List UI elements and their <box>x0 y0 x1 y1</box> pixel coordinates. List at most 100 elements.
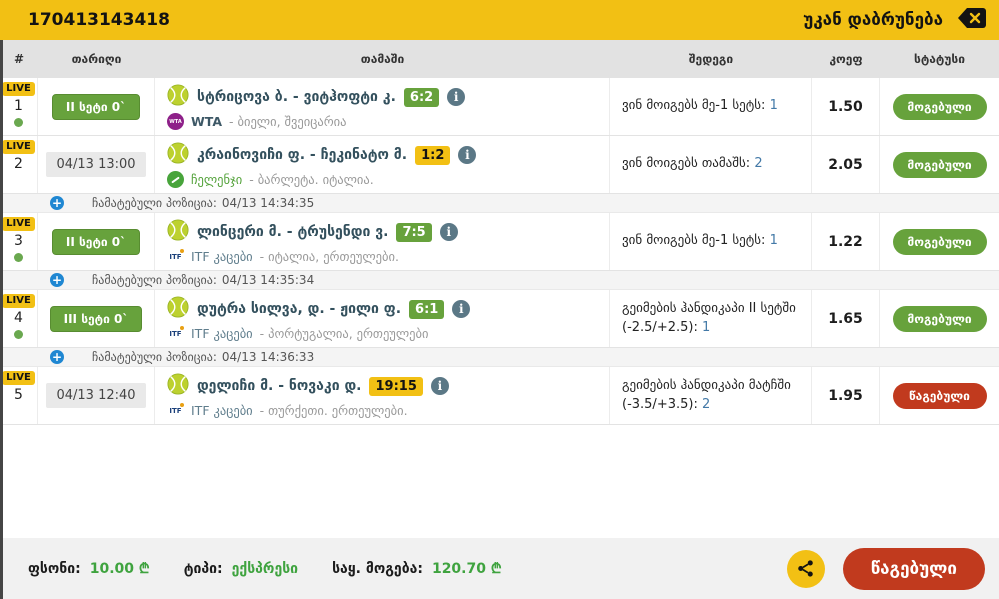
added-position-label: ჩამატებული პოზიცია: <box>92 196 217 210</box>
set-status-button: II სეტი 0` <box>51 93 141 120</box>
league-name: ITF კაცები <box>191 403 253 418</box>
bet-row: LIVE 3 II სეტი 0` ლინცერი მ. - ტრუსენდი … <box>0 213 999 271</box>
live-badge: LIVE <box>2 82 35 96</box>
bet-row: LIVE 2 04/13 13:00 კრაინოვიჩი ფ. - ჩეკინ… <box>0 136 999 194</box>
column-header-number: # <box>13 52 25 66</box>
score-badge: 19:15 <box>369 376 423 396</box>
live-badge: LIVE <box>2 140 35 154</box>
column-header-game: თამაში <box>360 52 405 66</box>
game-cell: ლინცერი მ. - ტრუსენდი ვ. 7:5 ITF კაცები … <box>155 213 610 270</box>
result-cell: ვინ მოიგებს თამაშს: 2 <box>610 136 812 193</box>
column-header-result: შედეგი <box>688 52 734 66</box>
status-cell: მოგებული <box>880 290 999 347</box>
total-win-item: საყ. მოგება: 120.70 ₾ <box>332 559 502 578</box>
status-cell: მოგებული <box>880 136 999 193</box>
column-header-coef: კოეფ <box>829 52 863 66</box>
coefficient: 1.65 <box>812 290 880 347</box>
set-status-button: III სეტი 0` <box>49 305 143 332</box>
back-label: უკან დაბრუნება <box>803 10 943 30</box>
tennis-ball-icon <box>167 296 189 322</box>
status-badge: მოგებული <box>892 151 987 178</box>
coefficient: 1.22 <box>812 213 880 270</box>
status-badge: მოგებული <box>892 93 987 120</box>
added-position-label: ჩამატებული პოზიცია: <box>92 273 217 287</box>
set-status-button: II სეტი 0` <box>51 228 141 255</box>
total-win-value: 120.70 ₾ <box>431 561 502 577</box>
column-header-status: სტატუსი <box>914 52 965 66</box>
footer-bar: ფსონი: 10.00 ₾ ტიპი: ექსპრესი საყ. მოგებ… <box>0 538 999 599</box>
league-name: ჩელენჯი <box>191 172 243 187</box>
itf-logo-icon <box>167 248 184 265</box>
match-state-cell: II სეტი 0` <box>38 78 155 135</box>
match-state-cell: 04/13 13:00 <box>38 136 155 193</box>
status-cell: მოგებული <box>880 78 999 135</box>
itf-logo-icon <box>167 325 184 342</box>
live-dot <box>14 329 23 339</box>
league-location: - იტალია, ერთეულები. <box>259 249 399 264</box>
match-state-cell: 04/13 12:40 <box>38 367 155 424</box>
added-position-row: ჩამატებული პოზიცია: 04/13 14:35:34 <box>0 271 999 290</box>
result-cell: ვინ მოიგებს მე-1 სეტს: 1 <box>610 213 812 270</box>
league-name: ITF კაცები <box>191 326 253 341</box>
plus-icon[interactable] <box>50 273 64 287</box>
type-label: ტიპი: <box>183 560 223 577</box>
topbar: 170413143418 უკან დაბრუნება <box>0 0 999 40</box>
tennis-ball-icon <box>167 142 189 168</box>
status-badge: წაგებული <box>892 382 987 409</box>
result-label: გეიმების ჰანდიკაპი მატჩში (-3.5/+3.5): <box>622 377 791 412</box>
row-number: 1 <box>14 98 23 114</box>
row-number: 2 <box>14 156 23 172</box>
stake-label: ფსონი: <box>28 560 81 577</box>
live-dot <box>14 117 23 127</box>
column-header-date: თარიღი <box>71 52 122 66</box>
added-position-time: 04/13 14:34:35 <box>221 196 315 210</box>
itf-logo-icon <box>167 402 184 419</box>
added-position-row: ჩამატებული პოზიცია: 04/13 14:34:35 <box>0 194 999 213</box>
row-number-cell: LIVE 5 <box>0 367 38 424</box>
league-location: - პორტუგალია, ერთეულები <box>259 326 429 341</box>
match-state-cell: II სეტი 0` <box>38 213 155 270</box>
pick-value: 1 <box>701 319 711 335</box>
league-name: WTA <box>191 114 223 129</box>
share-icon <box>798 560 813 577</box>
score-badge: 6:2 <box>403 87 440 107</box>
league-location: - ბიელი, შვეიცარია <box>229 114 347 129</box>
score-badge: 6:1 <box>409 299 445 319</box>
share-button[interactable] <box>786 549 825 588</box>
live-badge: LIVE <box>2 217 35 231</box>
type-item: ტიპი: ექსპრესი <box>184 561 298 577</box>
total-win-label: საყ. მოგება: <box>332 560 423 577</box>
plus-icon[interactable] <box>50 196 64 210</box>
row-number: 3 <box>14 233 23 249</box>
back-button[interactable]: უკან დაბრუნება <box>803 7 987 33</box>
match-state-cell: III სეტი 0` <box>38 290 155 347</box>
game-cell: კრაინოვიჩი ფ. - ჩეკინატო მ. 1:2 ჩელენჯი … <box>155 136 610 193</box>
info-icon[interactable] <box>430 377 449 395</box>
match-date: 04/13 12:40 <box>46 383 146 408</box>
bet-row: LIVE 5 04/13 12:40 დელიჩი მ. - ნოვაკი დ.… <box>0 367 999 425</box>
status-cell: წაგებული <box>880 367 999 424</box>
window-left-edge <box>0 40 3 599</box>
live-badge: LIVE <box>2 371 35 385</box>
info-icon[interactable] <box>439 223 458 241</box>
plus-icon[interactable] <box>50 350 64 364</box>
pick-value: 1 <box>769 98 778 114</box>
match-name: სტრიცოვა ბ. - ვიტჰოფტი კ. <box>197 89 396 105</box>
result-label: ვინ მოიგებს მე-1 სეტს: <box>622 98 766 114</box>
lost-result-button[interactable]: წაგებული <box>842 547 985 590</box>
row-number-cell: LIVE 4 <box>0 290 38 347</box>
score-badge: 7:5 <box>396 222 432 242</box>
table-header: # თარიღი თამაში შედეგი კოეფ სტატუსი <box>0 40 999 78</box>
status-badge: მოგებული <box>892 305 987 332</box>
backspace-icon[interactable] <box>957 7 987 33</box>
bet-row: LIVE 4 III სეტი 0` დუტრა სილვა, დ. - ჟილ… <box>0 290 999 348</box>
result-label: გეიმების ჰანდიკაპი II სეტში (-2.5/+2.5): <box>622 300 796 335</box>
info-icon[interactable] <box>458 146 477 164</box>
match-name: დუტრა სილვა, დ. - ჟილი ფ. <box>197 301 402 317</box>
info-icon[interactable] <box>452 300 471 318</box>
info-icon[interactable] <box>447 88 466 106</box>
score-badge: 1:2 <box>415 145 451 165</box>
stake-item: ფსონი: 10.00 ₾ <box>28 559 150 578</box>
type-value: ექსპრესი <box>231 560 299 577</box>
tennis-ball-icon <box>167 84 189 110</box>
